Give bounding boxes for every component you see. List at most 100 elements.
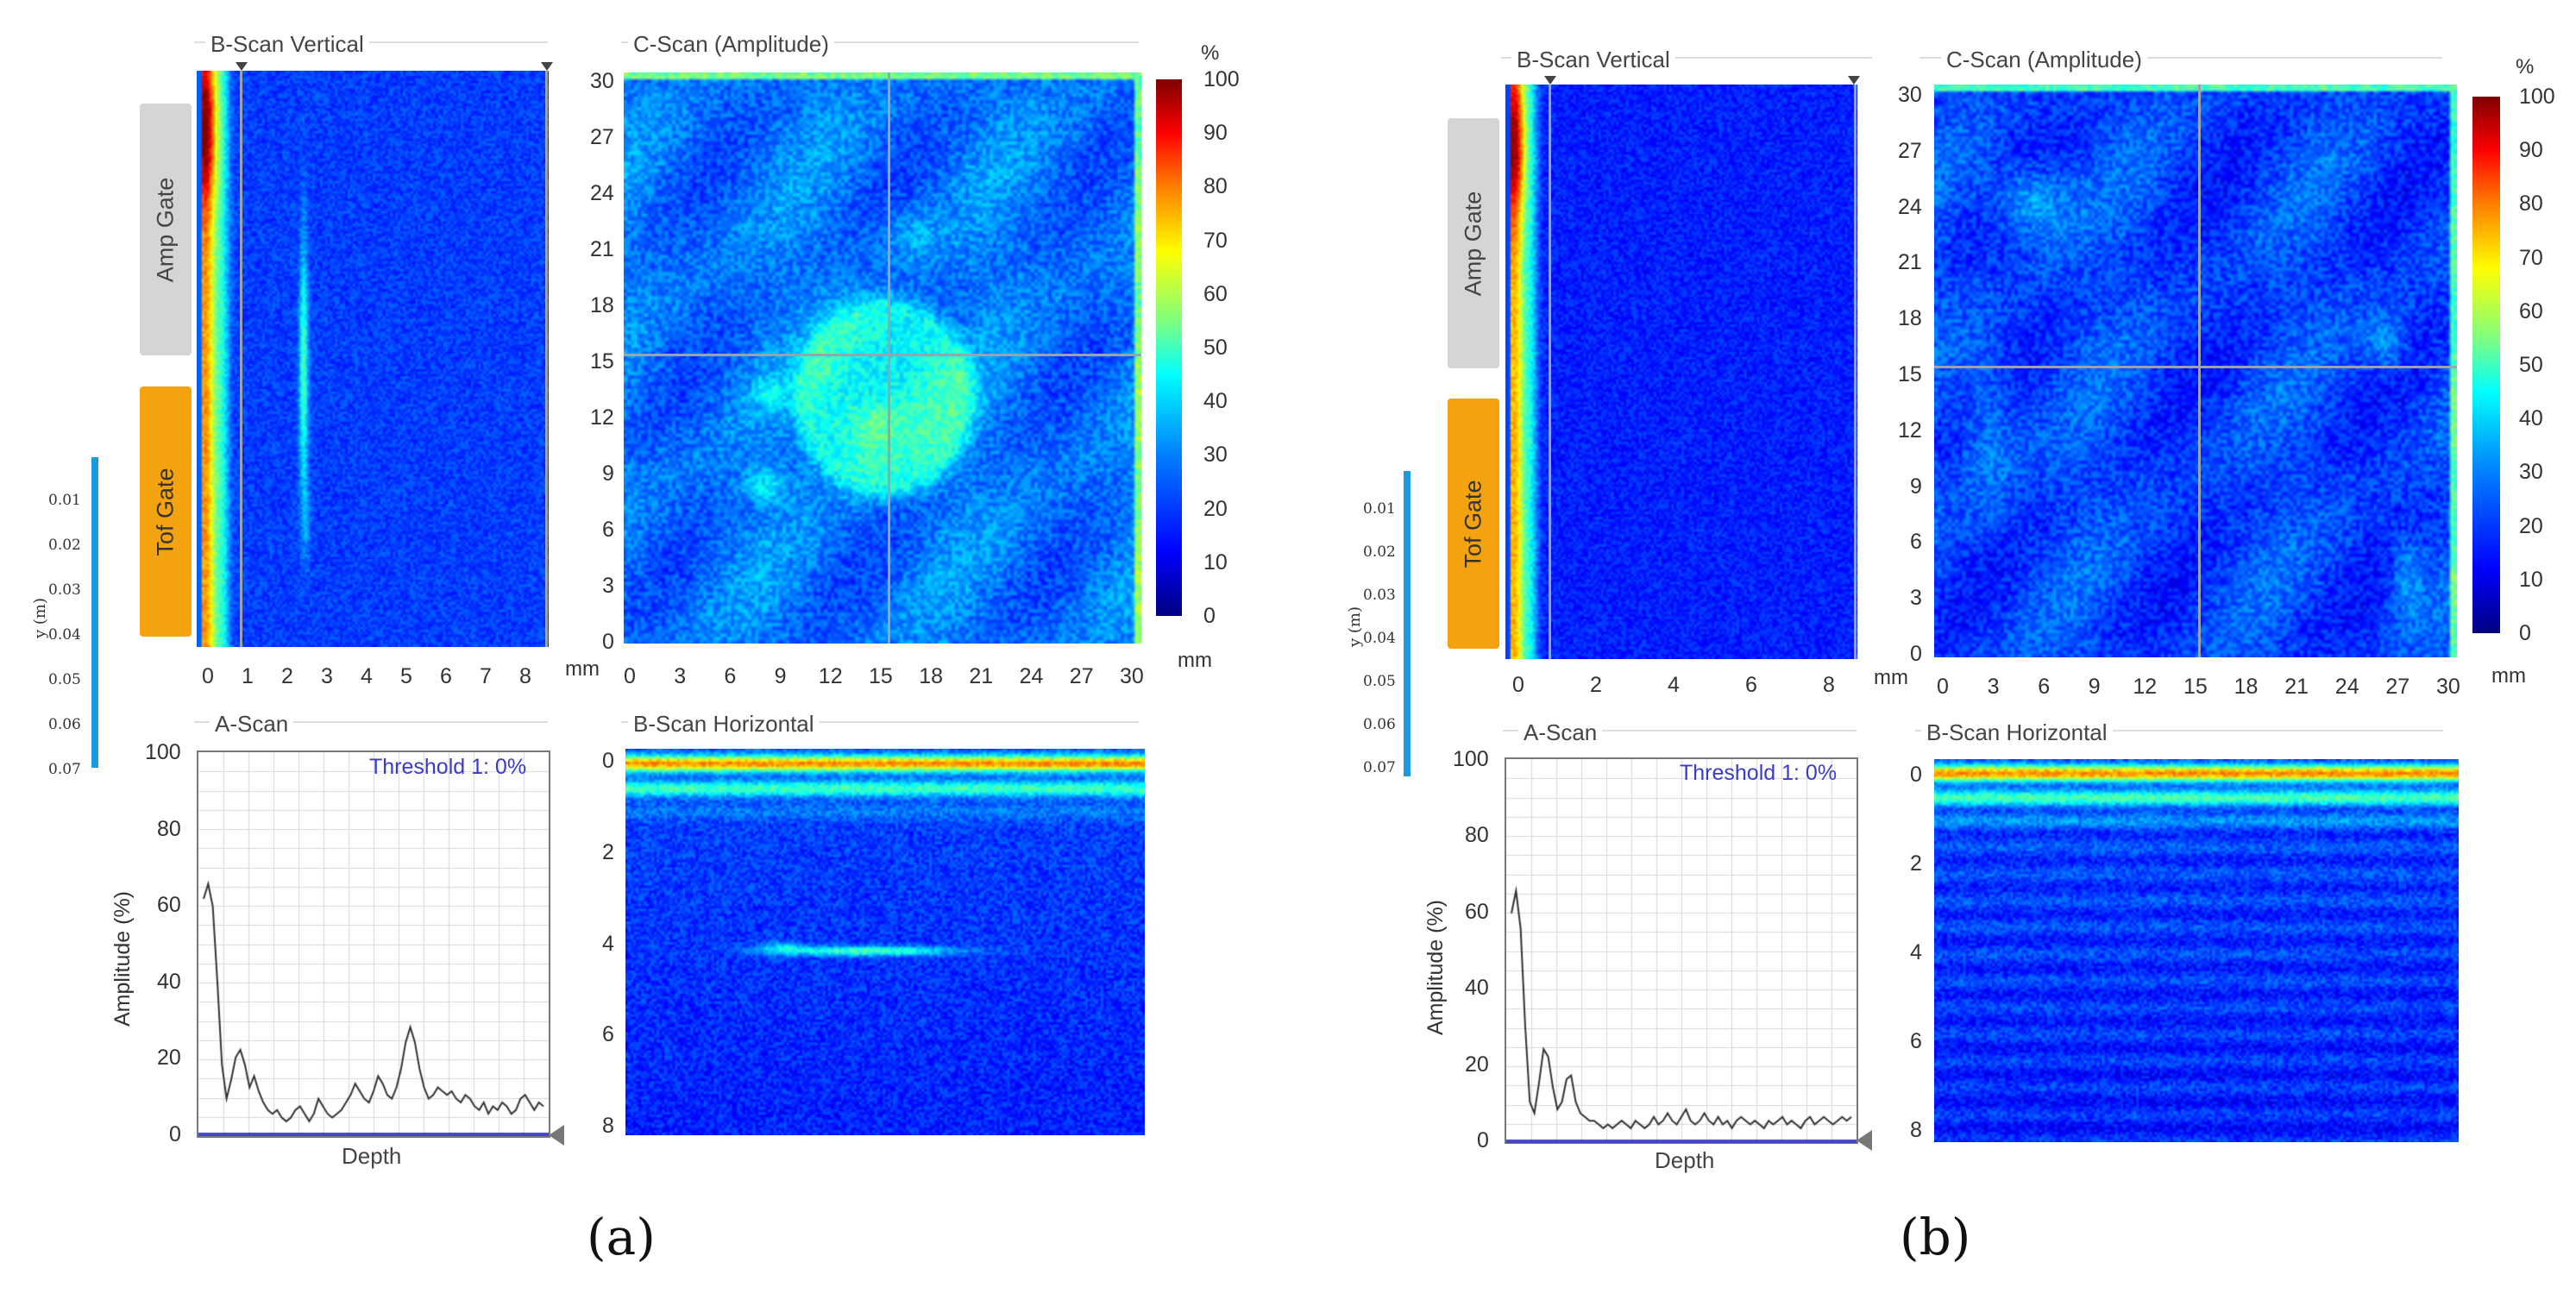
colorbar-tick: 100 xyxy=(1203,67,1240,91)
bscan-horizontal-y-tick: 4 xyxy=(602,931,614,956)
ascan-threshold-label: Threshold 1: 0% xyxy=(369,755,527,779)
bscan-vertical-plot[interactable] xyxy=(197,71,549,647)
y-axis-scale-bar[interactable] xyxy=(1404,471,1411,776)
bscan-vertical-end-handle[interactable] xyxy=(1848,76,1860,85)
ascan-y-label: Amplitude (%) xyxy=(1423,900,1448,1035)
y-axis-tick: 0.03 xyxy=(1363,587,1396,604)
cscan-y-tick: 21 xyxy=(590,237,614,261)
bscan-vertical-x-tick: 2 xyxy=(1590,673,1602,697)
bscan-horizontal-plot[interactable] xyxy=(1934,759,2459,1142)
cscan-y-tick: 27 xyxy=(1898,138,1922,163)
colorbar-tick: 80 xyxy=(2519,192,2543,217)
colorbar-tick: 40 xyxy=(2519,406,2543,431)
bscan-vertical-cursor-line[interactable] xyxy=(240,71,242,647)
cscan-x-tick: 6 xyxy=(724,664,737,688)
bscan-vertical-x-tick: 7 xyxy=(480,664,492,688)
cscan-x-tick: 15 xyxy=(869,664,893,688)
bscan-horizontal-y-tick: 6 xyxy=(602,1022,614,1047)
tof-gate-button[interactable]: Tof Gate xyxy=(1448,399,1499,649)
bscan-horizontal-plot[interactable] xyxy=(625,749,1145,1135)
colorbar xyxy=(1156,79,1182,616)
ascan-y-tick: 40 xyxy=(157,969,181,994)
bscan-vertical-x-tick: 0 xyxy=(202,664,214,688)
bscan-vertical-title: B-Scan Vertical xyxy=(205,31,369,58)
cscan-y-tick: 6 xyxy=(602,518,614,542)
ascan-title: A-Scan xyxy=(210,711,294,738)
bscan-vertical-title-rule xyxy=(1501,57,1872,59)
bscan-vertical-end-line[interactable] xyxy=(1854,85,1857,659)
cscan-y-tick: 30 xyxy=(590,69,614,93)
cscan-plot[interactable] xyxy=(624,72,1141,644)
cscan-x-tick: 12 xyxy=(2133,675,2158,699)
bscan-vertical-x-tick: 8 xyxy=(1823,673,1835,697)
cscan-x-tick: 24 xyxy=(2334,675,2359,699)
colorbar-tick: 10 xyxy=(2519,567,2543,592)
cscan-y-tick: 21 xyxy=(1898,250,1922,275)
cscan-y-tick: 12 xyxy=(1898,418,1922,443)
bscan-vertical-cursor-handle[interactable] xyxy=(1544,76,1556,85)
bscan-horizontal-title-rule xyxy=(1915,730,2443,732)
ascan-x-label: Depth xyxy=(342,1143,402,1169)
colorbar-tick: 50 xyxy=(2519,353,2543,377)
cscan-title: C-Scan (Amplitude) xyxy=(1941,47,2147,73)
cscan-cursor-vertical[interactable] xyxy=(2198,85,2201,657)
ascan-threshold-label: Threshold 1: 0% xyxy=(1680,761,1838,785)
y-axis-tick: 0.02 xyxy=(48,537,81,554)
cscan-cursor-horizontal[interactable] xyxy=(1934,366,2457,368)
colorbar xyxy=(2472,97,2500,633)
cscan-cursor-horizontal[interactable] xyxy=(624,354,1141,356)
amp-gate-button[interactable]: Amp Gate xyxy=(1448,118,1499,368)
y-axis-tick: 0.05 xyxy=(1363,673,1396,690)
ascan-depth-arrow-icon[interactable] xyxy=(549,1125,564,1146)
y-axis-scale-bar[interactable] xyxy=(91,457,98,768)
bscan-vertical-end-line[interactable] xyxy=(545,71,548,647)
amp-gate-button[interactable]: Amp Gate xyxy=(140,104,192,355)
ascan-y-tick: 80 xyxy=(1465,823,1489,848)
bscan-vertical-end-handle[interactable] xyxy=(541,62,553,71)
ascan-plot[interactable] xyxy=(1505,757,1858,1144)
y-axis-tick: 0.07 xyxy=(48,761,81,778)
ascan-plot[interactable] xyxy=(197,750,550,1138)
cscan-x-tick: 27 xyxy=(1069,664,1094,688)
bscan-horizontal-title-rule xyxy=(621,721,1139,723)
y-axis-tick: 0.02 xyxy=(1363,543,1396,561)
cscan-x-tick: 24 xyxy=(1019,664,1044,688)
bscan-vertical-plot[interactable] xyxy=(1505,85,1857,659)
amp-gate-label: Amp Gate xyxy=(152,177,179,282)
cscan-x-tick: 18 xyxy=(919,664,943,688)
ascan-y-tick: 20 xyxy=(1465,1052,1489,1077)
cscan-plot[interactable] xyxy=(1934,85,2457,657)
cscan-y-tick: 0 xyxy=(602,630,614,654)
y-axis-label: y (m) xyxy=(31,597,49,638)
cscan-y-tick: 18 xyxy=(590,293,614,317)
cscan-y-tick: 12 xyxy=(590,405,614,430)
cscan-x-tick: 9 xyxy=(774,664,787,688)
cscan-y-tick: 9 xyxy=(602,462,614,486)
cscan-x-tick: 3 xyxy=(674,664,687,688)
bscan-vertical-cursor-handle[interactable] xyxy=(236,62,248,71)
tof-gate-button[interactable]: Tof Gate xyxy=(140,386,192,637)
bscan-vertical-cursor-line[interactable] xyxy=(1549,85,1551,659)
y-axis-tick: 0.07 xyxy=(1363,759,1396,776)
bscan-horizontal-y-tick: 4 xyxy=(1910,940,1922,964)
cscan-y-tick: 3 xyxy=(1910,586,1922,611)
colorbar-unit-top: % xyxy=(1201,41,1220,65)
amp-gate-label: Amp Gate xyxy=(1460,191,1486,296)
bscan-horizontal-title: B-Scan Horizontal xyxy=(628,711,820,738)
ascan-y-tick: 0 xyxy=(169,1122,181,1146)
cscan-x-tick: 21 xyxy=(2284,675,2309,699)
colorbar-unit-bottom: mm xyxy=(2491,664,2526,688)
colorbar-tick: 100 xyxy=(2519,85,2555,109)
cscan-unit-label: mm xyxy=(1874,666,1908,689)
cscan-x-tick: 30 xyxy=(1120,664,1144,688)
cscan-cursor-vertical[interactable] xyxy=(888,72,890,644)
ascan-y-tick: 0 xyxy=(1477,1128,1489,1152)
bscan-vertical-x-tick: 8 xyxy=(519,664,531,688)
colorbar-tick: 80 xyxy=(1203,174,1228,199)
cscan-x-tick: 9 xyxy=(2088,675,2101,699)
colorbar-tick: 50 xyxy=(1203,336,1228,360)
colorbar-unit-top: % xyxy=(2516,55,2535,79)
y-axis-tick: 0.03 xyxy=(48,581,81,599)
ascan-depth-arrow-icon[interactable] xyxy=(1857,1130,1872,1151)
bscan-vertical-x-tick: 3 xyxy=(321,664,333,688)
